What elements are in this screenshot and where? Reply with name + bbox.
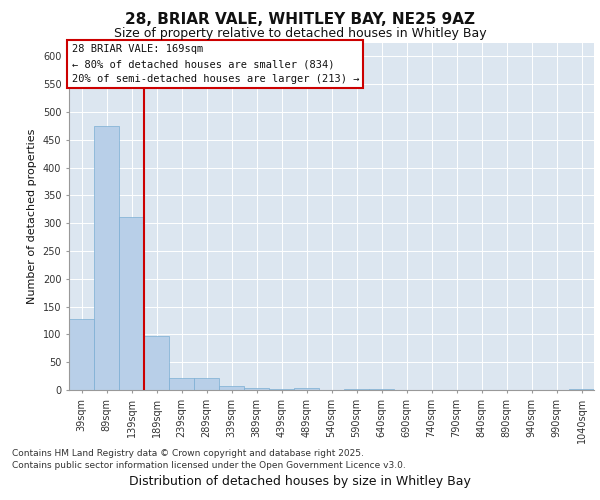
- Bar: [295, 388, 319, 390]
- Bar: [145, 336, 169, 390]
- Text: 28, BRIAR VALE, WHITLEY BAY, NE25 9AZ: 28, BRIAR VALE, WHITLEY BAY, NE25 9AZ: [125, 12, 475, 28]
- Bar: [70, 319, 94, 390]
- Text: Distribution of detached houses by size in Whitley Bay: Distribution of detached houses by size …: [129, 474, 471, 488]
- Text: 28 BRIAR VALE: 169sqm
← 80% of detached houses are smaller (834)
20% of semi-det: 28 BRIAR VALE: 169sqm ← 80% of detached …: [71, 44, 359, 84]
- Bar: [119, 216, 143, 390]
- Bar: [94, 126, 119, 390]
- Text: Contains public sector information licensed under the Open Government Licence v3: Contains public sector information licen…: [12, 461, 406, 470]
- Text: Size of property relative to detached houses in Whitley Bay: Size of property relative to detached ho…: [113, 28, 487, 40]
- Bar: [569, 389, 593, 390]
- Text: Contains HM Land Registry data © Crown copyright and database right 2025.: Contains HM Land Registry data © Crown c…: [12, 448, 364, 458]
- Y-axis label: Number of detached properties: Number of detached properties: [27, 128, 37, 304]
- Bar: [194, 378, 218, 390]
- Bar: [220, 386, 244, 390]
- Bar: [244, 388, 269, 390]
- Bar: [169, 378, 194, 390]
